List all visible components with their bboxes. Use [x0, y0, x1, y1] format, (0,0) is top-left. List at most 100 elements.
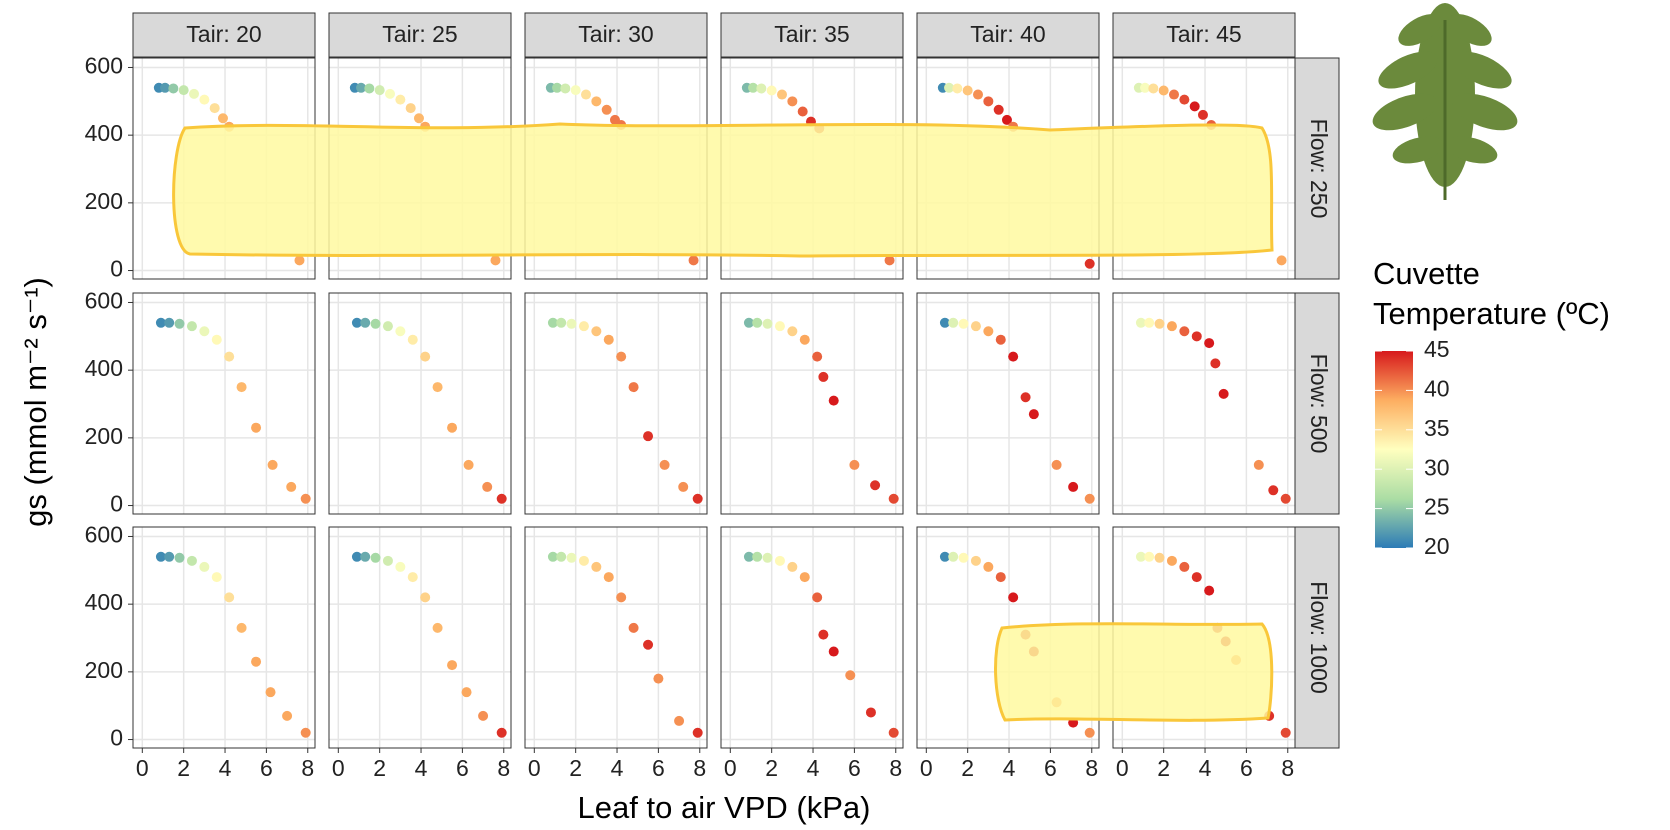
panel-background [917, 293, 1099, 514]
point [482, 481, 493, 492]
point [812, 592, 823, 603]
x-tick-label: 6 [652, 755, 665, 781]
point [351, 317, 362, 328]
x-tick-label: 0 [332, 755, 345, 781]
strip-label: Tair: 20 [186, 21, 261, 47]
point [556, 551, 567, 562]
point [496, 727, 507, 738]
point [566, 552, 577, 563]
x-tick-label: 2 [1157, 755, 1170, 781]
leaf-icon [1372, 3, 1518, 200]
point [407, 334, 418, 345]
y-tick-label: 0 [110, 725, 123, 751]
x-tick-label: 4 [807, 755, 820, 781]
x-tick-label: 6 [260, 755, 273, 781]
x-tick-label: 8 [497, 755, 510, 781]
point [547, 551, 558, 562]
point [603, 572, 614, 583]
point [224, 351, 235, 362]
y-tick-label: 0 [110, 491, 123, 517]
panel-background [329, 293, 511, 514]
panel-background [525, 293, 707, 514]
strip-label: Tair: 25 [382, 21, 457, 47]
point [1154, 552, 1165, 563]
point [616, 592, 627, 603]
x-tick-label: 0 [528, 755, 541, 781]
point [155, 317, 166, 328]
point [643, 639, 654, 650]
point [1280, 727, 1291, 738]
point [616, 351, 627, 362]
point [939, 317, 950, 328]
point [174, 552, 185, 563]
point [267, 459, 278, 470]
point [463, 459, 474, 470]
panel-background [525, 527, 707, 748]
panel-border [916, 292, 1100, 515]
point [164, 317, 175, 328]
point [1148, 83, 1159, 94]
point [865, 707, 876, 718]
point [1210, 358, 1221, 369]
y-tick-label: 400 [85, 355, 123, 381]
x-tick-label: 2 [569, 755, 582, 781]
point [787, 96, 798, 107]
point [461, 687, 472, 698]
x-tick-label: 4 [611, 755, 624, 781]
point [939, 551, 950, 562]
strip [1294, 526, 1340, 749]
point [155, 551, 166, 562]
point [888, 493, 899, 504]
point [1280, 493, 1291, 504]
point [777, 89, 788, 100]
x-tick-label: 8 [889, 755, 902, 781]
panel [524, 526, 708, 749]
strip [524, 12, 708, 58]
point [628, 382, 639, 393]
point [556, 317, 567, 328]
strip-label: Tair: 35 [774, 21, 849, 47]
point [382, 555, 393, 566]
point [447, 660, 458, 671]
point [395, 561, 406, 572]
strip [1112, 12, 1296, 58]
point [849, 459, 860, 470]
point [265, 687, 276, 698]
point [1051, 459, 1062, 470]
point [983, 561, 994, 572]
point [547, 317, 558, 328]
point [797, 106, 808, 117]
x-tick-label: 4 [219, 755, 232, 781]
panel [328, 526, 512, 749]
point [1135, 551, 1146, 562]
point [948, 551, 959, 562]
y-tick-label: 200 [85, 188, 123, 214]
point [382, 321, 393, 332]
panel [524, 292, 708, 515]
point [799, 334, 810, 345]
point [178, 85, 189, 96]
point [360, 551, 371, 562]
panel-border [524, 526, 708, 749]
point [581, 89, 592, 100]
point [286, 481, 297, 492]
point [211, 334, 222, 345]
point [591, 326, 602, 337]
point [812, 351, 823, 362]
point [659, 459, 670, 470]
panel-border [328, 292, 512, 515]
point [1253, 459, 1264, 470]
panel-border [132, 526, 316, 749]
point [413, 113, 424, 124]
point [385, 88, 396, 99]
panel [1112, 292, 1296, 515]
y-tick-label: 400 [85, 589, 123, 615]
x-tick-label: 0 [136, 755, 149, 781]
point [601, 104, 612, 115]
point [447, 422, 458, 433]
point [360, 317, 371, 328]
point [432, 622, 443, 633]
panel [328, 292, 512, 515]
x-tick-label: 0 [724, 755, 737, 781]
